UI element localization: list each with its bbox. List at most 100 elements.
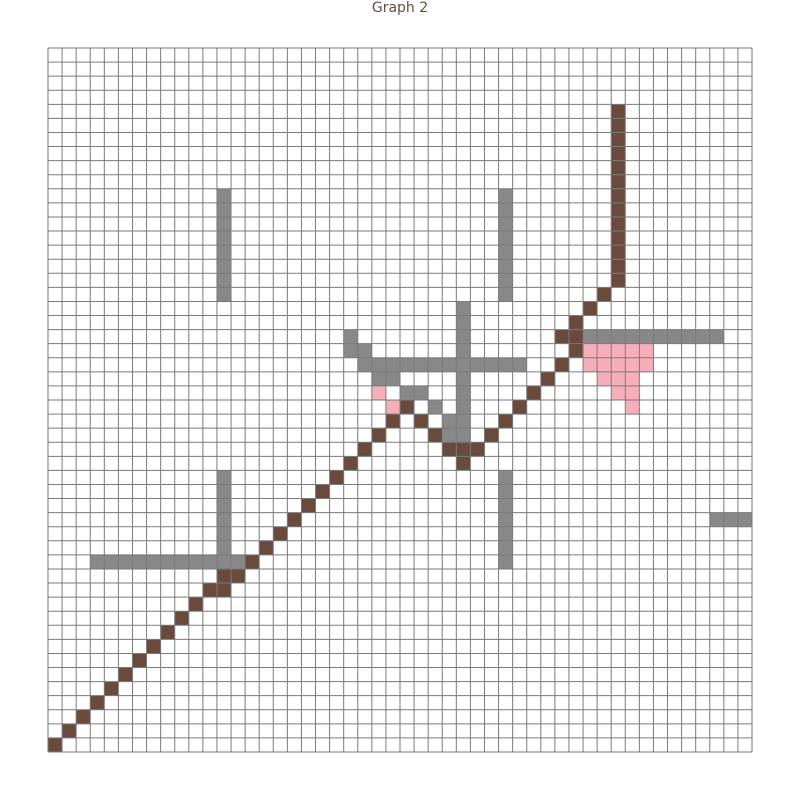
wall-cell[interactable] <box>216 484 232 499</box>
path-cell[interactable] <box>202 583 217 598</box>
wall-cell[interactable] <box>498 202 513 217</box>
path-cell[interactable] <box>357 442 372 457</box>
path-cell[interactable] <box>611 231 626 246</box>
wall-cell[interactable] <box>498 470 513 485</box>
wall-cell[interactable] <box>456 301 471 316</box>
wall-cell[interactable] <box>216 231 232 246</box>
highlight-cell[interactable] <box>597 357 612 372</box>
path-cell[interactable] <box>540 371 555 386</box>
path-cell[interactable] <box>315 484 330 499</box>
wall-cell[interactable] <box>456 385 471 400</box>
wall-cell[interactable] <box>442 357 457 372</box>
path-cell[interactable] <box>611 273 626 288</box>
wall-cell[interactable] <box>216 202 232 217</box>
path-cell[interactable] <box>146 639 161 654</box>
wall-cell[interactable] <box>132 554 147 569</box>
wall-cell[interactable] <box>202 554 217 569</box>
wall-cell[interactable] <box>456 357 471 372</box>
wall-cell[interactable] <box>216 259 232 274</box>
path-cell[interactable] <box>568 329 584 344</box>
highlight-cell[interactable] <box>611 343 626 358</box>
highlight-cell[interactable] <box>583 343 598 358</box>
path-cell[interactable] <box>611 245 626 260</box>
wall-cell[interactable] <box>709 512 724 527</box>
wall-cell[interactable] <box>357 357 372 372</box>
path-cell[interactable] <box>174 611 189 626</box>
wall-cell[interactable] <box>498 188 513 203</box>
wall-cell[interactable] <box>456 329 471 344</box>
highlight-cell[interactable] <box>639 343 654 358</box>
path-cell[interactable] <box>611 132 626 147</box>
wall-cell[interactable] <box>583 329 598 344</box>
path-cell[interactable] <box>259 540 274 555</box>
path-cell[interactable] <box>343 456 358 471</box>
highlight-cell[interactable] <box>639 357 654 372</box>
path-cell[interactable] <box>428 428 443 443</box>
wall-cell[interactable] <box>498 526 513 541</box>
highlight-cell[interactable] <box>625 371 640 386</box>
path-cell[interactable] <box>484 428 499 443</box>
wall-cell[interactable] <box>625 329 640 344</box>
wall-cell[interactable] <box>118 554 133 569</box>
wall-cell[interactable] <box>681 329 696 344</box>
wall-cell[interactable] <box>442 428 457 443</box>
path-cell[interactable] <box>611 202 626 217</box>
wall-cell[interactable] <box>456 343 471 358</box>
path-cell[interactable] <box>611 160 626 175</box>
path-cell[interactable] <box>400 400 415 415</box>
wall-cell[interactable] <box>611 329 626 344</box>
highlight-cell[interactable] <box>625 385 640 400</box>
wall-cell[interactable] <box>667 329 682 344</box>
path-cell[interactable] <box>442 442 457 457</box>
highlight-cell[interactable] <box>625 343 640 358</box>
highlight-cell[interactable] <box>597 343 612 358</box>
wall-cell[interactable] <box>216 245 232 260</box>
wall-cell[interactable] <box>371 357 386 372</box>
path-cell[interactable] <box>611 174 626 189</box>
wall-cell[interactable] <box>653 329 668 344</box>
highlight-cell[interactable] <box>583 357 598 372</box>
wall-cell[interactable] <box>216 188 232 203</box>
wall-cell[interactable] <box>639 329 654 344</box>
wall-cell[interactable] <box>498 245 513 260</box>
wall-cell[interactable] <box>498 231 513 246</box>
wall-cell[interactable] <box>498 259 513 274</box>
path-cell[interactable] <box>245 554 260 569</box>
highlight-cell[interactable] <box>611 357 626 372</box>
highlight-cell[interactable] <box>611 371 626 386</box>
wall-cell[interactable] <box>400 357 415 372</box>
path-cell[interactable] <box>526 385 541 400</box>
path-cell[interactable] <box>611 259 626 274</box>
wall-cell[interactable] <box>723 512 738 527</box>
wall-cell[interactable] <box>104 554 119 569</box>
path-cell[interactable] <box>216 583 232 598</box>
path-cell[interactable] <box>611 146 626 161</box>
wall-cell[interactable] <box>456 371 471 386</box>
path-cell[interactable] <box>188 597 203 612</box>
highlight-cell[interactable] <box>611 385 626 400</box>
highlight-cell[interactable] <box>597 371 612 386</box>
wall-cell[interactable] <box>456 315 471 330</box>
path-cell[interactable] <box>385 414 400 429</box>
path-cell[interactable] <box>611 216 626 232</box>
wall-cell[interactable] <box>512 357 527 372</box>
path-cell[interactable] <box>104 681 119 696</box>
wall-cell[interactable] <box>498 512 513 527</box>
wall-cell[interactable] <box>216 287 232 302</box>
path-cell[interactable] <box>90 695 105 710</box>
path-cell[interactable] <box>160 625 175 640</box>
path-cell[interactable] <box>48 737 63 752</box>
path-cell[interactable] <box>329 470 344 485</box>
path-cell[interactable] <box>611 104 626 119</box>
wall-cell[interactable] <box>498 273 513 288</box>
path-cell[interactable] <box>76 709 91 724</box>
wall-cell[interactable] <box>216 554 232 569</box>
wall-cell[interactable] <box>498 498 513 513</box>
wall-cell[interactable] <box>216 216 232 232</box>
path-cell[interactable] <box>568 315 584 330</box>
path-cell[interactable] <box>62 723 77 738</box>
wall-cell[interactable] <box>216 512 232 527</box>
wall-cell[interactable] <box>737 512 752 527</box>
wall-cell[interactable] <box>385 357 400 372</box>
wall-cell[interactable] <box>456 414 471 429</box>
